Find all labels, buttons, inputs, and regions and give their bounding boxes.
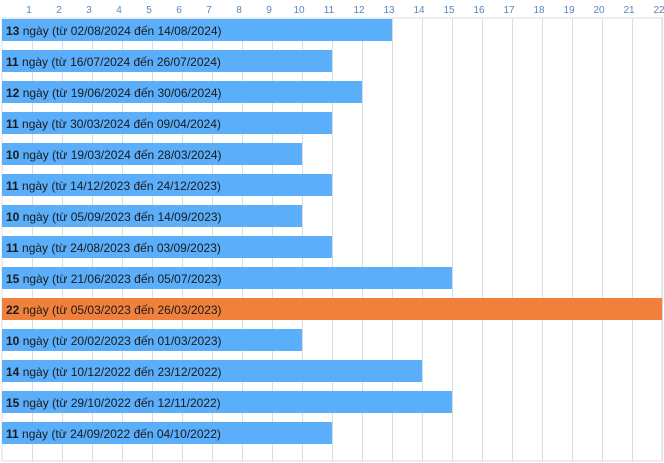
bar: [2, 143, 302, 165]
bar-label: 10 ngày (từ 05/09/2023 đến 14/09/2023): [6, 210, 222, 224]
bar-label: 11 ngày (từ 24/09/2022 đến 04/10/2022): [6, 427, 221, 441]
bar-label: 11 ngày (từ 30/03/2024 đến 09/04/2024): [6, 117, 221, 131]
x-tick-label: 21: [623, 5, 635, 16]
bar: [2, 50, 332, 72]
x-tick-label: 1: [26, 5, 32, 16]
x-tick-label: 12: [353, 5, 365, 16]
bar: [2, 174, 332, 196]
bar-label: 13 ngày (từ 02/08/2024 đến 14/08/2024): [6, 24, 222, 38]
bar: [2, 81, 362, 103]
x-tick-label: 11: [324, 5, 335, 16]
bar: [2, 360, 422, 382]
x-tick-label: 10: [293, 5, 305, 16]
x-tick-label: 16: [473, 5, 485, 16]
bar: [2, 267, 452, 289]
bar-label: 11 ngày (từ 24/08/2023 đến 03/09/2023): [6, 241, 221, 255]
bar: [2, 112, 332, 134]
bars: [2, 19, 662, 444]
x-tick-label: 18: [533, 5, 545, 16]
bar-label: 10 ngày (từ 19/03/2024 đến 28/03/2024): [6, 148, 222, 162]
bar: [2, 205, 302, 227]
x-tick-label: 15: [443, 5, 455, 16]
x-tick-label: 7: [206, 5, 212, 16]
bar-label: 11 ngày (từ 16/07/2024 đến 26/07/2024): [6, 55, 221, 69]
x-tick-label: 14: [413, 5, 425, 16]
x-tick-label: 8: [236, 5, 242, 16]
bar-label: 15 ngày (từ 29/10/2022 đến 12/11/2022): [6, 396, 221, 410]
x-tick-label: 13: [383, 5, 395, 16]
x-tick-label: 3: [86, 5, 92, 16]
bar: [2, 391, 452, 413]
x-tick-label: 20: [593, 5, 605, 16]
x-tick-label: 2: [56, 5, 62, 16]
bar-label: 22 ngày (từ 05/03/2023 đến 26/03/2023): [6, 303, 222, 317]
bar: [2, 329, 302, 351]
x-tick-label: 9: [266, 5, 272, 16]
x-tick-label: 4: [116, 5, 122, 16]
x-tick-label: 17: [503, 5, 515, 16]
x-tick-label: 19: [563, 5, 575, 16]
bar-label: 10 ngày (từ 20/02/2023 đến 01/03/2023): [6, 334, 222, 348]
bar: [2, 19, 392, 41]
bar-highlight: [2, 298, 662, 320]
x-tick-label: 5: [146, 5, 152, 16]
x-tick-label: 22: [653, 5, 664, 16]
bar: [2, 422, 332, 444]
bar-label: 14 ngày (từ 10/12/2022 đến 23/12/2022): [6, 365, 222, 379]
x-tick-label: 6: [176, 5, 182, 16]
bar-label: 11 ngày (từ 14/12/2023 đến 24/12/2023): [6, 179, 221, 193]
x-axis-ticks: 1 2 3 4 5 6 7 8 9 10 11 12 13 14 15 16 17 18 19 20 21 22: [26, 5, 664, 16]
bar-label: 15 ngày (từ 21/06/2023 đến 05/07/2023): [6, 272, 222, 286]
bar-labels: 13 ngày (từ 02/08/2024 đến 14/08/2024) 11…: [6, 24, 222, 441]
grid-lines: [1, 17, 663, 462]
bar: [2, 236, 332, 258]
bar-label: 12 ngày (từ 19/06/2024 đến 30/06/2024): [6, 86, 222, 100]
